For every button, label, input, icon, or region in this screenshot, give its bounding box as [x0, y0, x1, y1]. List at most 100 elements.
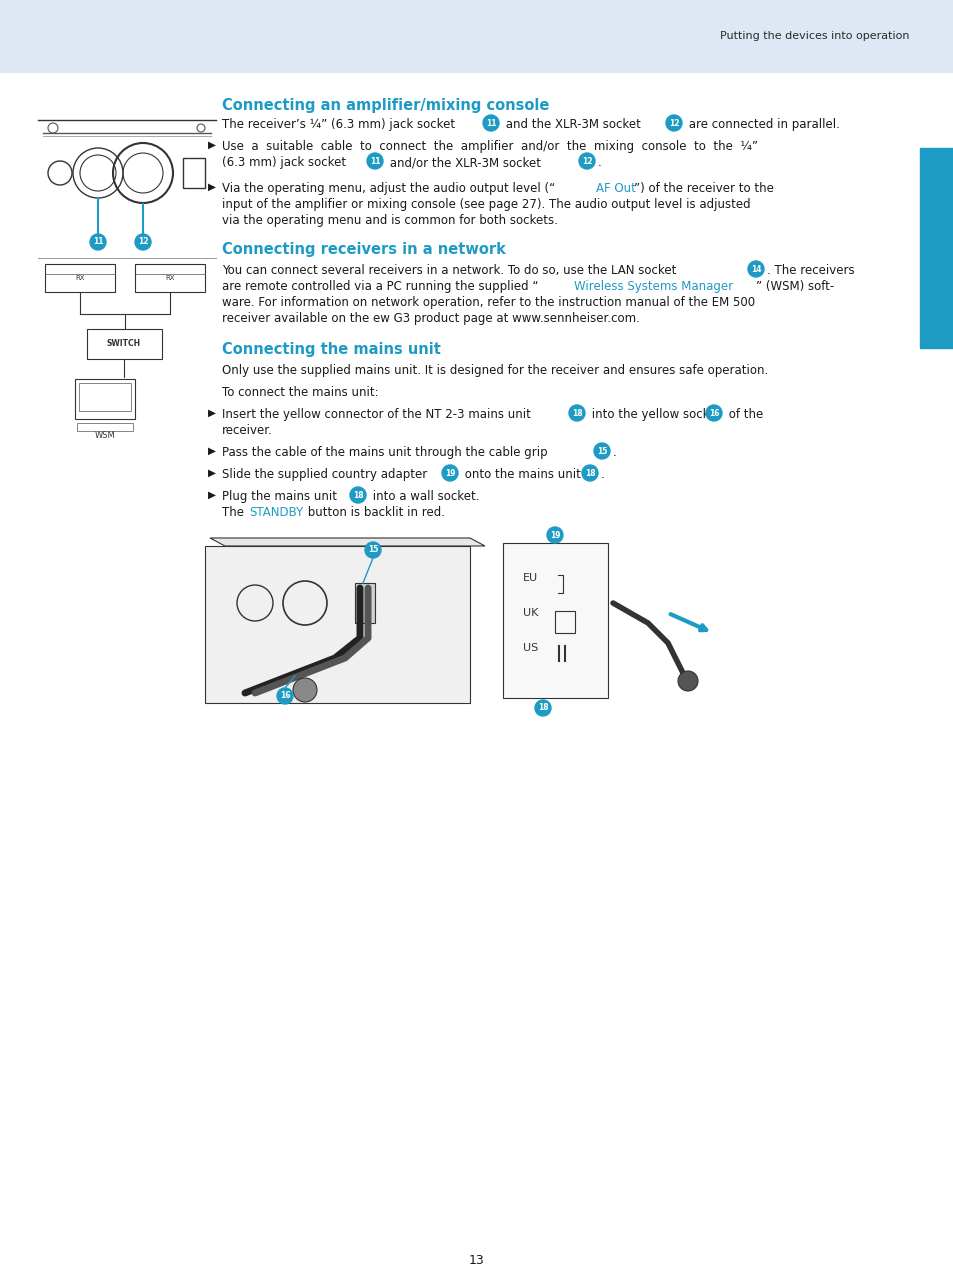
Text: Only use the supplied mains unit. It is designed for the receiver and ensures sa: Only use the supplied mains unit. It is … — [222, 364, 767, 377]
Text: SWITCH: SWITCH — [107, 339, 141, 348]
Bar — [355, 583, 375, 623]
Text: are connected in parallel.: are connected in parallel. — [684, 118, 839, 131]
Text: 14: 14 — [750, 265, 760, 274]
Circle shape — [678, 671, 698, 691]
Text: Via the operating menu, adjust the audio output level (“: Via the operating menu, adjust the audio… — [222, 182, 555, 195]
Bar — [183, 158, 205, 188]
Circle shape — [747, 261, 763, 278]
Text: 11: 11 — [370, 157, 380, 166]
Text: 12: 12 — [581, 157, 592, 166]
Text: of the: of the — [724, 409, 762, 421]
Text: 13: 13 — [469, 1253, 484, 1267]
Text: 12: 12 — [668, 118, 679, 127]
Text: Wireless Systems Manager: Wireless Systems Manager — [574, 280, 732, 293]
Text: RX: RX — [165, 275, 174, 281]
Text: and the XLR-3M socket: and the XLR-3M socket — [501, 118, 640, 131]
Text: To connect the mains unit:: To connect the mains unit: — [222, 386, 378, 400]
Text: 12: 12 — [137, 238, 148, 247]
Circle shape — [568, 405, 584, 421]
Circle shape — [367, 153, 382, 170]
Circle shape — [441, 465, 457, 481]
Text: ▶: ▶ — [208, 490, 215, 500]
Circle shape — [705, 405, 721, 421]
Text: into the yellow socket: into the yellow socket — [587, 409, 720, 421]
Text: Plug the mains unit: Plug the mains unit — [222, 490, 336, 502]
Text: 11: 11 — [92, 238, 103, 247]
Text: into a wall socket.: into a wall socket. — [369, 490, 479, 502]
Text: 18: 18 — [353, 491, 363, 500]
Bar — [0, 0, 953, 72]
Text: 18: 18 — [537, 703, 548, 712]
Text: The: The — [222, 506, 248, 519]
Text: 16: 16 — [708, 409, 719, 418]
Circle shape — [90, 234, 106, 251]
Text: 15: 15 — [368, 546, 377, 555]
Text: You can connect several receivers in a network. To do so, use the LAN socket: You can connect several receivers in a n… — [222, 263, 676, 278]
Bar — [87, 329, 162, 359]
Text: onto the mains unit: onto the mains unit — [460, 468, 580, 481]
Text: Connecting an amplifier/mixing console: Connecting an amplifier/mixing console — [222, 98, 549, 113]
Text: 18: 18 — [571, 409, 581, 418]
Text: 15: 15 — [597, 446, 606, 455]
Text: Pass the cable of the mains unit through the cable grip: Pass the cable of the mains unit through… — [222, 446, 547, 459]
Text: ”) of the receiver to the: ”) of the receiver to the — [634, 182, 773, 195]
Text: Putting the devices into operation: Putting the devices into operation — [720, 31, 909, 41]
Text: RX: RX — [75, 275, 85, 281]
Text: 18: 18 — [584, 469, 595, 478]
Text: ▶: ▶ — [208, 446, 215, 456]
Text: The receiver’s ¼” (6.3 mm) jack socket: The receiver’s ¼” (6.3 mm) jack socket — [222, 118, 455, 131]
Bar — [135, 263, 205, 292]
Text: ▶: ▶ — [208, 182, 215, 191]
Circle shape — [365, 542, 380, 558]
Circle shape — [482, 114, 498, 131]
Text: receiver available on the ew G3 product page at www.sennheiser.com.: receiver available on the ew G3 product … — [222, 312, 639, 325]
Bar — [205, 546, 470, 703]
Text: .: . — [613, 446, 616, 459]
Bar — [79, 383, 131, 411]
Text: receiver.: receiver. — [222, 424, 273, 437]
Text: (6.3 mm) jack socket: (6.3 mm) jack socket — [222, 155, 346, 170]
Text: ▶: ▶ — [208, 409, 215, 418]
Text: ▶: ▶ — [208, 468, 215, 478]
Text: are remote controlled via a PC running the supplied “: are remote controlled via a PC running t… — [222, 280, 537, 293]
Bar — [77, 423, 132, 430]
Text: . The receivers: . The receivers — [766, 263, 854, 278]
Polygon shape — [210, 538, 484, 546]
Text: via the operating menu and is common for both sockets.: via the operating menu and is common for… — [222, 215, 558, 227]
Text: Connecting the mains unit: Connecting the mains unit — [222, 342, 440, 357]
Text: US: US — [522, 642, 537, 653]
Text: Use  a  suitable  cable  to  connect  the  amplifier  and/or  the  mixing  conso: Use a suitable cable to connect the ampl… — [222, 140, 758, 153]
Text: 19: 19 — [444, 469, 455, 478]
Bar — [75, 379, 135, 419]
Text: ▶: ▶ — [208, 140, 215, 150]
Circle shape — [276, 687, 293, 704]
Text: EU: EU — [522, 573, 537, 583]
Text: button is backlit in red.: button is backlit in red. — [304, 506, 444, 519]
Text: Insert the yellow connector of the NT 2-3 mains unit: Insert the yellow connector of the NT 2-… — [222, 409, 530, 421]
Text: AF Out: AF Out — [596, 182, 636, 195]
Bar — [555, 610, 575, 634]
Circle shape — [135, 234, 151, 251]
Circle shape — [293, 678, 316, 702]
Text: .: . — [598, 155, 601, 170]
Text: ware. For information on network operation, refer to the instruction manual of t: ware. For information on network operati… — [222, 296, 755, 308]
Circle shape — [594, 443, 609, 459]
Text: 19: 19 — [549, 531, 559, 540]
Text: input of the amplifier or mixing console (see page 27). The audio output level i: input of the amplifier or mixing console… — [222, 198, 750, 211]
Circle shape — [578, 153, 595, 170]
Bar — [502, 544, 607, 698]
Text: Slide the supplied country adapter: Slide the supplied country adapter — [222, 468, 427, 481]
Text: 16: 16 — [279, 691, 290, 700]
Text: and/or the XLR-3M socket: and/or the XLR-3M socket — [386, 155, 540, 170]
Text: 11: 11 — [485, 118, 496, 127]
Text: UK: UK — [522, 608, 537, 618]
Bar — [919, 148, 953, 348]
Bar — [45, 263, 115, 292]
Text: STANDBY: STANDBY — [249, 506, 303, 519]
Circle shape — [546, 527, 562, 544]
Text: ” (WSM) soft-: ” (WSM) soft- — [755, 280, 833, 293]
Text: WSM: WSM — [94, 430, 115, 439]
Text: Connecting receivers in a network: Connecting receivers in a network — [222, 242, 505, 257]
Circle shape — [535, 700, 551, 716]
Circle shape — [581, 465, 598, 481]
